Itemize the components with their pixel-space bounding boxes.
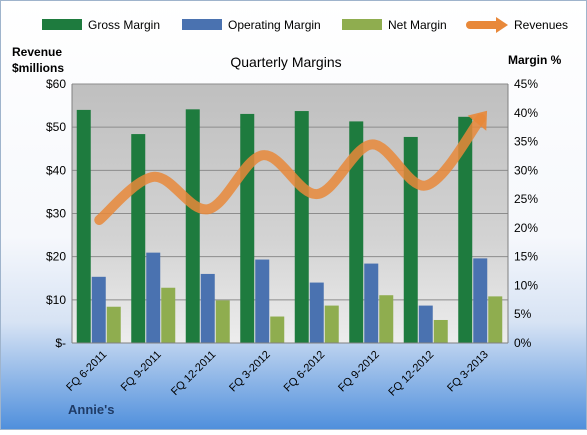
legend-label: Revenues (514, 18, 568, 32)
right-tick-label: 10% (514, 278, 538, 292)
right-tick-label: 25% (514, 192, 538, 206)
right-tick-label: 5% (514, 307, 532, 321)
chart-title: Quarterly Margins (230, 54, 341, 70)
revenue-arrowhead (467, 110, 488, 131)
left-tick-labels: $- $10 $20 $30 $40 $50 $60 (46, 77, 66, 350)
legend-label: Net Margin (388, 18, 447, 32)
right-tick-label: 30% (514, 163, 538, 177)
bar-gross-margin (76, 109, 91, 344)
bar-operating-margin (473, 258, 488, 343)
bar-operating-margin (200, 273, 215, 343)
bar-net-margin (379, 295, 394, 343)
revenue-line (94, 110, 488, 225)
left-tick-label: $30 (46, 207, 66, 221)
left-tick-label: $50 (46, 120, 66, 134)
left-tick-label: $10 (46, 293, 66, 307)
bar-net-margin (433, 319, 448, 343)
left-axis-label-line1: Revenue (12, 45, 62, 59)
bar-gross-margin (131, 134, 146, 343)
bar-operating-margin (309, 282, 324, 343)
left-tick-label: $- (55, 336, 66, 350)
legend-swatch-arrow (496, 17, 508, 33)
right-tick-label: 20% (514, 221, 538, 235)
right-axis-label: Margin % (508, 53, 562, 67)
bar-net-margin (324, 305, 339, 343)
bar-operating-margin (418, 305, 433, 343)
legend-swatch (182, 19, 222, 30)
left-axis-label-line2: $millions (12, 61, 64, 75)
legend-label: Gross Margin (88, 18, 160, 32)
right-tick-label: 15% (514, 250, 538, 264)
bar-gross-margin (294, 111, 309, 343)
bar-operating-margin (364, 263, 379, 343)
bar-gross-margin (458, 116, 473, 343)
legend-swatch (342, 19, 382, 30)
right-tick-label: 0% (514, 336, 532, 350)
right-tick-label: 45% (514, 77, 538, 91)
right-tick-label: 35% (514, 135, 538, 149)
bar-gross-margin (403, 136, 418, 343)
bar-operating-margin (91, 276, 106, 343)
left-tick-label: $60 (46, 77, 66, 91)
legend-swatch (42, 19, 82, 30)
bar-net-margin (488, 296, 503, 343)
bar-gross-margin (349, 121, 364, 344)
right-tick-label: 40% (514, 106, 538, 120)
revenue-line-path (94, 113, 486, 225)
legend-label: Operating Margin (228, 18, 321, 32)
legend: Gross Margin Operating Margin Net Margin Re… (42, 17, 568, 33)
bar-gross-margin (185, 109, 200, 343)
bar-net-margin (161, 287, 176, 343)
footer-label: Annie's (68, 402, 114, 417)
bar-net-margin (215, 300, 230, 343)
right-tick-labels: 0% 5% 10% 15% 20% 25% 30% 35% 40% 45% (514, 77, 538, 350)
left-tick-label: $40 (46, 163, 66, 177)
bar-operating-margin (146, 252, 161, 343)
bar-net-margin (106, 306, 121, 343)
bar-gross-margin (240, 113, 255, 343)
bar-net-margin (270, 316, 285, 343)
bar-operating-margin (255, 259, 270, 343)
left-tick-label: $20 (46, 250, 66, 264)
